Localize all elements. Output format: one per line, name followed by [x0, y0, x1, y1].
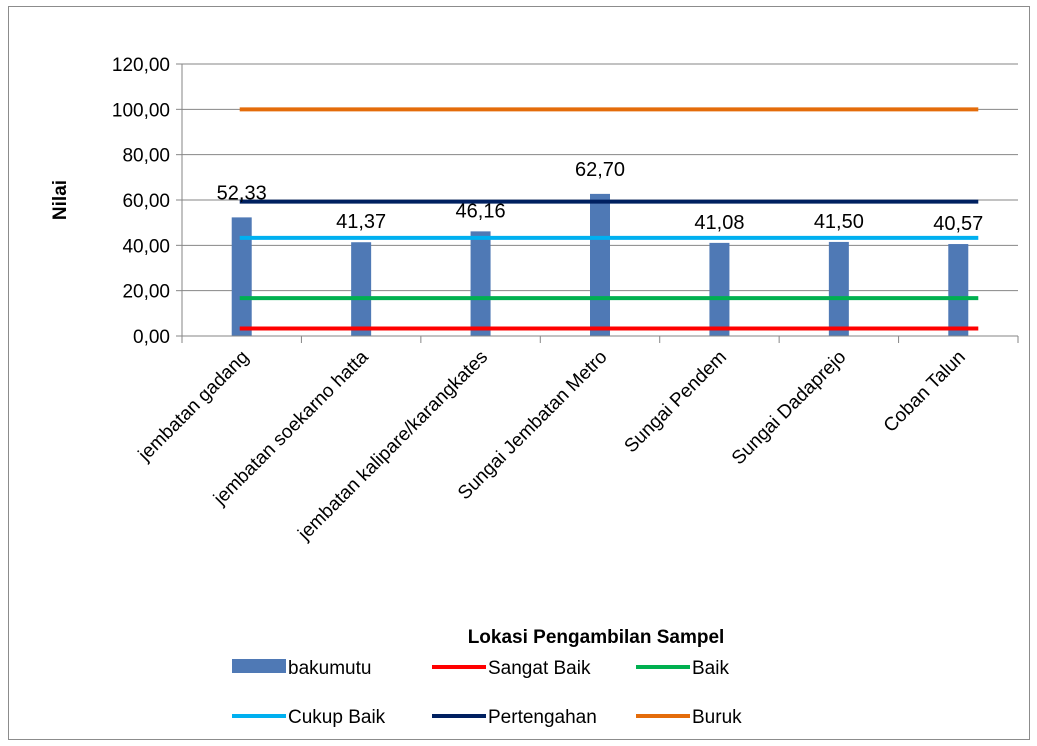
y-tick-label: 80,00 [122, 146, 170, 167]
bar-1 [231, 217, 252, 336]
legend-label: Sangat Baik [488, 658, 591, 679]
legend-label: Pertengahan [488, 707, 597, 728]
data-label: 40,57 [933, 213, 983, 235]
data-label: 41,50 [814, 211, 864, 233]
x-axis-title: Lokasi Pengambilan Sampel [468, 627, 725, 648]
legend-label: Buruk [692, 707, 742, 728]
bars [231, 193, 969, 336]
y-axis-title: Nilai [50, 180, 71, 220]
bar-2 [351, 242, 372, 336]
threshold-lines [239, 107, 979, 331]
data-label: 41,08 [694, 212, 744, 234]
bar-4 [590, 193, 610, 336]
y-tick-label: 60,00 [122, 191, 170, 212]
y-tick-label: 20,00 [122, 282, 170, 303]
category-label: Sungai Pendem [621, 347, 731, 457]
category-label: jembatan gadang [134, 347, 253, 466]
legend-swatch-bakumutu [232, 659, 286, 673]
category-label: Coban Talun [880, 347, 970, 437]
axes [176, 63, 1019, 343]
data-label: 62,70 [575, 159, 625, 181]
category-label: jembatan kalipare/karangkates [294, 347, 493, 546]
chart-frame [8, 6, 1030, 740]
y-tick-label: 0,00 [133, 327, 170, 348]
data-label: 46,16 [456, 200, 506, 222]
data-label: 52,33 [217, 182, 267, 204]
data-label: 41,37 [336, 211, 386, 233]
legend-label: bakumutu [288, 658, 371, 679]
bar-6 [828, 241, 849, 336]
legend-label: Baik [692, 658, 729, 679]
legend: bakumutu Sangat Baik Baik Cukup Baik Perteng… [232, 658, 742, 728]
y-tick-label: 100,00 [112, 100, 170, 121]
legend-label: Cukup Baik [288, 707, 386, 728]
data-labels: 52,33 41,37 46,16 62,70 41,08 41,50 40,57 [217, 159, 984, 235]
bar-7 [948, 244, 969, 336]
y-tick-label: 40,00 [122, 236, 170, 257]
y-tick-labels: 0,00 20,00 40,00 60,00 80,00 100,00 120,00 [112, 55, 170, 348]
bar-5 [709, 242, 730, 336]
y-tick-label: 120,00 [112, 55, 170, 76]
bar-3 [470, 231, 491, 336]
category-label: Sungai Dadaprejo [728, 347, 850, 469]
